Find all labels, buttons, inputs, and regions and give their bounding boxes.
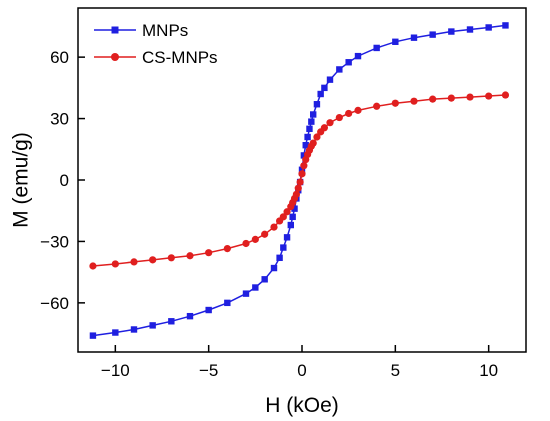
data-point (410, 34, 418, 41)
data-point (251, 235, 259, 243)
data-point (270, 264, 278, 272)
data-point (308, 118, 315, 125)
data-point (289, 213, 296, 221)
data-point (112, 329, 119, 336)
data-point (130, 326, 138, 333)
data-point (280, 244, 287, 251)
legend-item-cs-mnps: CS-MNPs (94, 48, 218, 67)
data-point (320, 124, 328, 132)
y-tick-label: 30 (50, 110, 69, 129)
data-point (335, 113, 343, 122)
data-point (261, 276, 268, 283)
data-point (298, 170, 306, 178)
data-point (391, 99, 399, 107)
data-point (306, 125, 313, 133)
data-point (276, 254, 283, 262)
y-axis-title: M (emu/g) (10, 132, 33, 228)
x-tick-label: 10 (479, 361, 498, 380)
data-point (300, 152, 308, 159)
data-point (298, 166, 306, 173)
data-point (354, 106, 362, 114)
data-point (283, 234, 291, 241)
ticks-layer: −10 −5 0 5 10 −60 −30 0 30 60 (40, 48, 498, 380)
x-tick-label: 0 (297, 361, 306, 380)
data-point (261, 230, 269, 238)
data-point (466, 26, 474, 33)
data-point (310, 111, 317, 118)
data-point (186, 252, 194, 260)
data-point (309, 139, 317, 147)
y-tick-label: 0 (60, 171, 69, 190)
data-point (242, 290, 250, 297)
data-point (252, 284, 259, 291)
series-mnps (89, 22, 509, 339)
x-tick-label: −5 (199, 361, 218, 380)
legend-marker-cs-mnps (111, 53, 119, 61)
series-cs-mnps (89, 91, 510, 270)
data-point (501, 91, 510, 99)
legend-item-mnps: MNPs (94, 21, 188, 40)
data-point (447, 94, 455, 102)
x-tick-label: 5 (391, 361, 400, 380)
data-point (89, 332, 97, 339)
data-point (485, 24, 492, 31)
data-point (291, 205, 298, 212)
data-point (410, 97, 418, 105)
data-point (149, 256, 157, 264)
y-tick-label: −30 (40, 232, 69, 251)
data-point (111, 260, 119, 268)
data-point (300, 162, 308, 170)
data-point (168, 318, 175, 325)
data-point (224, 299, 231, 307)
data-point (279, 213, 287, 221)
data-point (321, 84, 328, 92)
x-tick-label: −10 (101, 361, 130, 380)
data-point (89, 262, 97, 270)
data-point (345, 109, 353, 118)
data-point (205, 249, 213, 257)
data-point (502, 22, 509, 29)
data-point (186, 312, 194, 320)
data-point (336, 66, 343, 73)
data-point (429, 31, 436, 38)
data-point (283, 208, 291, 216)
data-point (466, 93, 474, 101)
data-point (149, 322, 156, 329)
data-point (313, 133, 321, 141)
data-point (294, 184, 302, 192)
data-point (242, 239, 250, 248)
data-point (317, 90, 324, 98)
data-point (130, 258, 138, 266)
data-point (292, 190, 300, 198)
data-point (392, 38, 399, 45)
data-point (485, 92, 493, 100)
legend-label-cs-mnps: CS-MNPs (142, 48, 218, 67)
y-tick-label: −60 (40, 294, 69, 313)
data-point (223, 244, 231, 253)
x-axis-title: H (kOe) (265, 394, 339, 417)
data-point (167, 254, 175, 262)
data-point (429, 95, 437, 103)
data-point (296, 178, 304, 186)
data-point (287, 221, 294, 229)
data-point (326, 76, 334, 83)
data-point (373, 102, 381, 110)
data-point (205, 306, 212, 314)
data-point (270, 223, 278, 231)
data-point (345, 59, 352, 66)
data-point (326, 119, 334, 127)
data-point (373, 44, 380, 52)
series-layer (89, 22, 510, 339)
legend-label-mnps: MNPs (142, 21, 188, 40)
legend: MNPs CS-MNPs (94, 21, 218, 67)
data-point (313, 101, 321, 108)
data-point (302, 141, 309, 149)
data-point (448, 28, 455, 35)
data-point (304, 133, 311, 141)
legend-marker-mnps (111, 26, 119, 34)
data-point (354, 52, 362, 60)
y-tick-label: 60 (50, 48, 69, 67)
